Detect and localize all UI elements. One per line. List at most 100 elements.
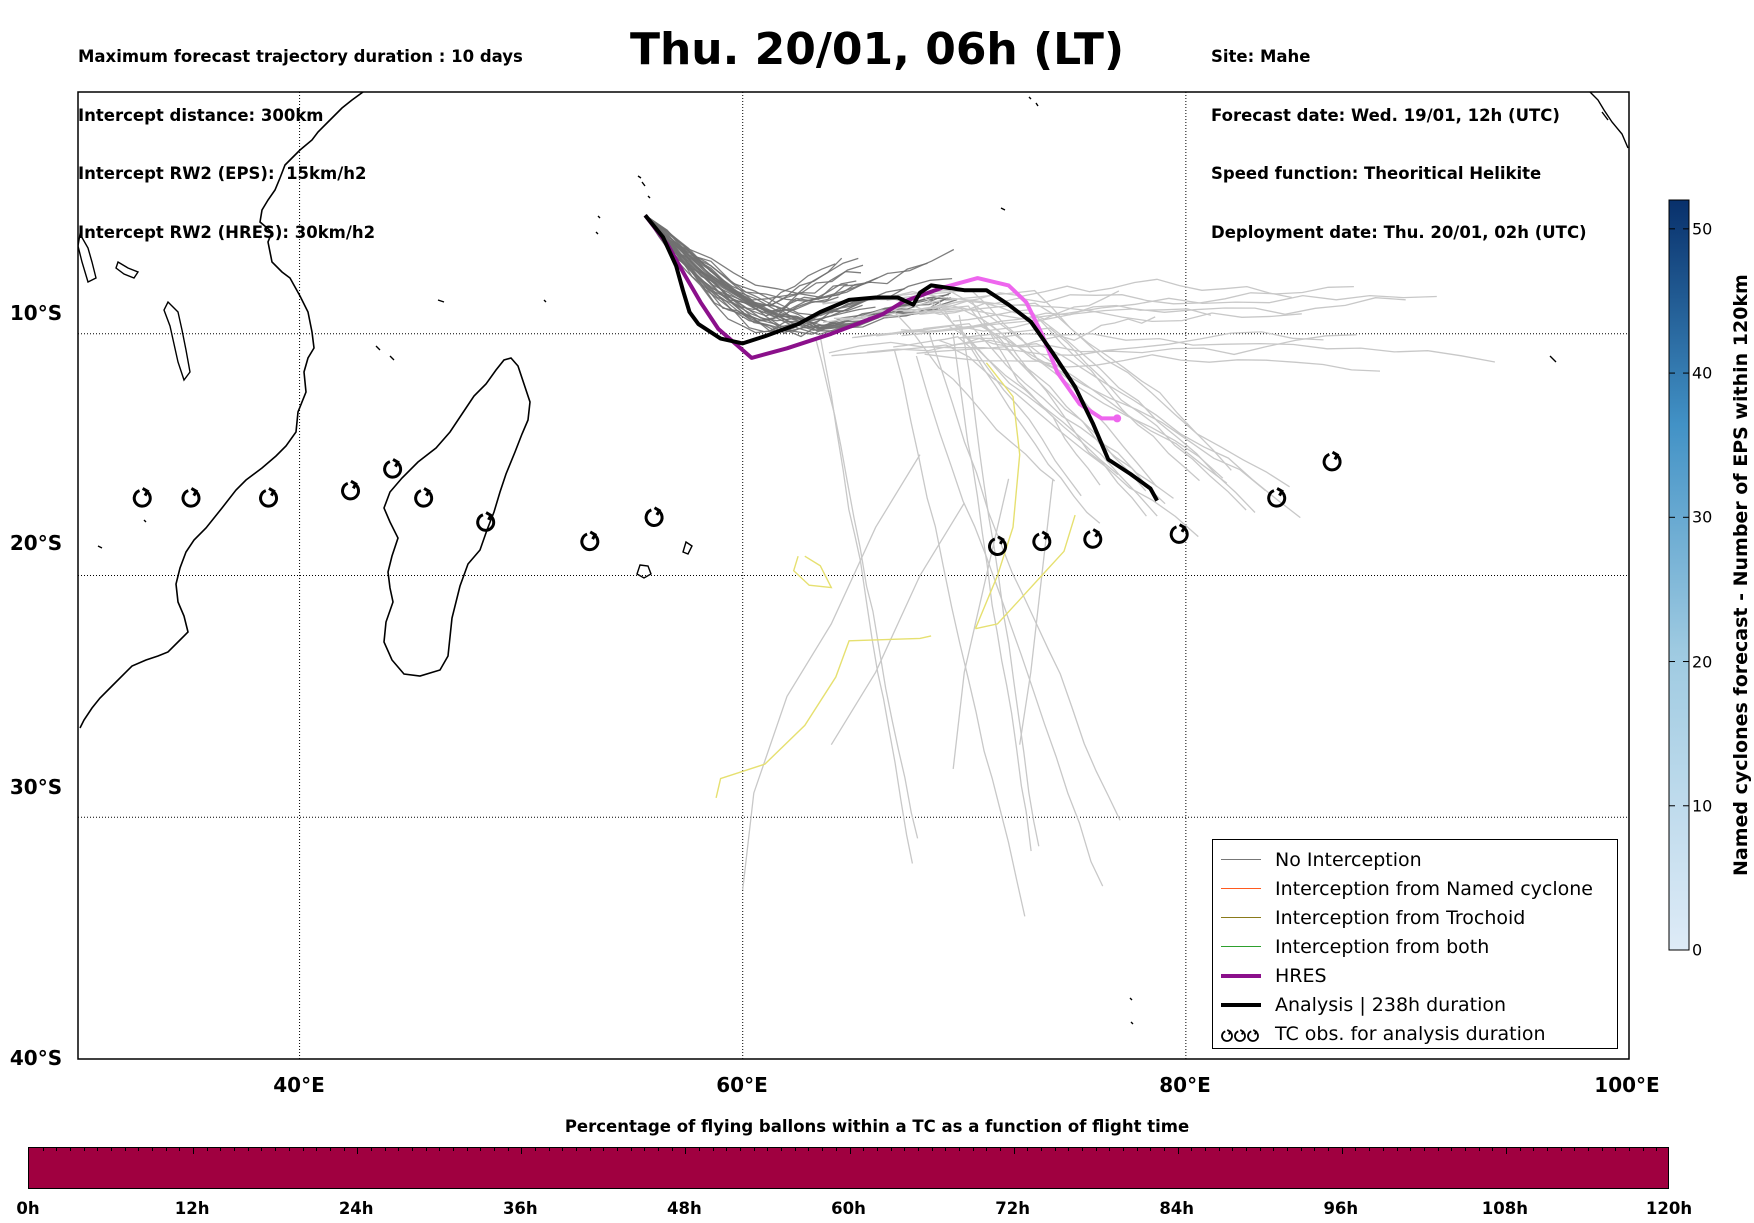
- bottom-bar-tick: [329, 1148, 331, 1151]
- bottom-bar-tick: [534, 1148, 536, 1151]
- legend-item: Interception from both: [1213, 933, 1617, 961]
- tc-observation-icon: [476, 511, 496, 532]
- bottom-bar-tick: [152, 1148, 154, 1151]
- header-right-line: Speed function: Theoritical Helikite: [1211, 164, 1542, 183]
- bottom-bar-tick: [753, 1148, 755, 1151]
- tc-observation-icon: [181, 487, 201, 508]
- bottom-bar-tick: [671, 1148, 673, 1151]
- header-left-line: Intercept RW2 (HRES): 30km/h2: [78, 222, 376, 242]
- bottom-bar-tick: [835, 1148, 837, 1151]
- bottom-bar-tick: [726, 1148, 728, 1151]
- madagascar-coastline: [383, 357, 531, 677]
- yellow-track: [974, 362, 1021, 629]
- bottom-bar-tick: [617, 1148, 619, 1151]
- tc-symbol-glyph: [1234, 1029, 1246, 1042]
- ensemble-track-early: [644, 214, 905, 324]
- trajectory-layer: [643, 214, 1496, 917]
- tc-observation-icon: [259, 487, 279, 508]
- bottom-bar-tick: [986, 1148, 988, 1151]
- bottom-bar-tick: [1451, 1148, 1453, 1151]
- lon-tick-label: 80°E: [1159, 1073, 1211, 1097]
- bottom-bar-tick: [1150, 1148, 1152, 1151]
- bottom-bar-tick: [699, 1148, 701, 1151]
- bottom-bar-tick: [972, 1148, 974, 1151]
- bottom-bar-tick: [316, 1148, 318, 1151]
- ensemble-track-late: [1019, 478, 1054, 745]
- bottom-bar-tick: [1164, 1148, 1166, 1151]
- legend-item: HRES: [1213, 962, 1617, 990]
- bottom-bar-tick: [1300, 1148, 1302, 1151]
- ensemble-track-early: [644, 214, 877, 322]
- legend-line-swatch: [1221, 1003, 1261, 1007]
- bottom-bar-tick: [384, 1148, 386, 1151]
- island-reunion: [636, 564, 652, 579]
- bottom-bar-tick: [1095, 1148, 1097, 1151]
- bottom-bar-tick: [124, 1148, 126, 1151]
- hres-end-marker: [1113, 414, 1122, 423]
- bottom-bar-tick: [1287, 1148, 1289, 1151]
- bottom-bar-tick: [658, 1148, 660, 1151]
- ensemble-track-early: [644, 214, 878, 313]
- ensemble-track-late: [828, 331, 1324, 356]
- map-legend: No Interception Interception from Named c…: [1212, 839, 1618, 1049]
- bottom-bar-tick: [42, 1148, 44, 1151]
- ensemble-track-late: [938, 316, 1156, 348]
- bottom-bar-tick: [439, 1148, 441, 1151]
- bottom-bar-tick: [1642, 1148, 1644, 1151]
- bottom-bar-tick: [220, 1148, 222, 1151]
- bottom-bar-tick: [644, 1148, 646, 1151]
- colorbar-ticks: [1669, 228, 1689, 951]
- legend-label: Interception from Trochoid: [1275, 907, 1526, 929]
- legend-line-swatch: [1221, 917, 1261, 919]
- bottom-bar-tick: [493, 1148, 495, 1151]
- bottom-bar-tick: [1478, 1148, 1480, 1151]
- bottom-bar-tick: [83, 1148, 85, 1151]
- colorbar-tick-label: 50: [1692, 219, 1713, 239]
- yellow-track: [715, 635, 932, 799]
- bottom-bar-tick: [165, 1148, 167, 1151]
- ensemble-track-late: [952, 333, 1032, 852]
- island-mauritius: [682, 540, 693, 555]
- bottom-bar-tick: [1519, 1148, 1521, 1151]
- bottom-bar-tick: [111, 1148, 113, 1151]
- lake-outline: [163, 300, 191, 382]
- bottom-bar-tick: [1027, 1148, 1029, 1151]
- ensemble-track-late: [893, 336, 1101, 524]
- colorbar-tick-label: 20: [1692, 652, 1713, 672]
- lake-outline: [115, 260, 140, 279]
- tc-observation-icon: [1083, 528, 1103, 549]
- hres-track-late: [941, 276, 1118, 421]
- tc-observation-icon: [341, 479, 360, 501]
- bottom-bar-tick: [794, 1148, 796, 1151]
- legend-label: Analysis | 238h duration: [1275, 994, 1507, 1016]
- bottom-tick-label: 72h: [995, 1199, 1030, 1218]
- bottom-bar-tick: [917, 1148, 919, 1151]
- bottom-tick-label: 0h: [16, 1199, 40, 1218]
- bottom-bar-tick: [904, 1148, 906, 1151]
- legend-item: Analysis | 238h duration: [1213, 991, 1617, 1019]
- bottom-bar-tick: [562, 1148, 564, 1151]
- bottom-bar-tick: [1232, 1148, 1234, 1151]
- bottom-tick-label: 36h: [502, 1199, 538, 1218]
- bottom-bar-tick: [1109, 1148, 1111, 1151]
- tc-percentage-bar: [28, 1147, 1669, 1189]
- lat-tick-label: 20°S: [10, 531, 62, 555]
- bottom-bar-tick: [261, 1148, 263, 1151]
- legend-line-swatch: [1221, 888, 1261, 890]
- bottom-bar-tick: [1601, 1148, 1603, 1151]
- bottom-bar-tick: [288, 1148, 290, 1151]
- bottom-bar-tick: [370, 1148, 372, 1151]
- africa-coastline: [79, 92, 364, 729]
- header-left-line: Intercept RW2 (EPS): 15km/h2: [78, 164, 367, 183]
- ensemble-track-early: [644, 214, 859, 301]
- ensemble-track-late: [819, 334, 914, 864]
- tc-symbol-glyph: [1221, 1029, 1233, 1042]
- bottom-bar-tick: [179, 1148, 181, 1151]
- bottom-bar-tick: [1040, 1148, 1042, 1151]
- header-left-line: Maximum forecast trajectory duration : 1…: [78, 47, 523, 66]
- bottom-bar-tick: [480, 1148, 482, 1151]
- bottom-bar-tick: [1246, 1148, 1248, 1151]
- bottom-bar-tick: [398, 1148, 400, 1151]
- ensemble-track-late: [822, 312, 1056, 482]
- legend-item: Interception from Named cyclone: [1213, 875, 1617, 903]
